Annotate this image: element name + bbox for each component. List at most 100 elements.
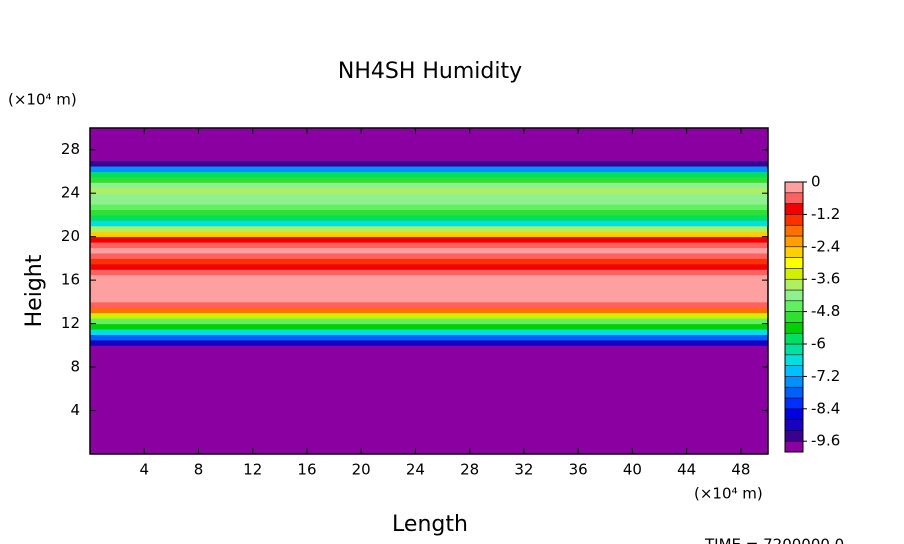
- colorbar-bin: [784, 235, 804, 248]
- heat-band: [90, 209, 768, 216]
- heat-band: [90, 220, 768, 227]
- colorbar-bin: [784, 257, 804, 269]
- colorbar-label: -4.8: [811, 302, 840, 320]
- heat-band: [90, 301, 768, 308]
- heat-band: [90, 214, 768, 221]
- heat-band: [90, 405, 768, 412]
- colorbar-bin: [784, 246, 804, 258]
- y-axis-label: Height: [22, 254, 47, 327]
- heat-band: [90, 274, 768, 281]
- y-tick-label: 24: [61, 184, 80, 202]
- colorbar-bin: [784, 300, 804, 312]
- colorbar-bin: [784, 278, 804, 291]
- heat-band: [90, 236, 768, 243]
- heat-band: [90, 263, 768, 270]
- heat-band: [90, 415, 768, 422]
- heat-band: [90, 443, 768, 450]
- colorbar-bin: [784, 203, 804, 215]
- heat-band: [90, 242, 768, 249]
- heat-band: [90, 182, 768, 189]
- heat-band: [90, 252, 768, 259]
- colorbar-bin: [784, 430, 804, 442]
- heat-band: [90, 285, 768, 292]
- colorbar-bin: [784, 354, 804, 366]
- x-tick-label: 4: [139, 461, 149, 479]
- heat-band: [90, 258, 768, 265]
- colorbar-bin: [784, 322, 804, 334]
- heat-band: [90, 323, 768, 330]
- colorbar-bin: [784, 192, 804, 204]
- colorbar-bin: [784, 408, 804, 420]
- colorbar-bin: [784, 365, 804, 377]
- heat-band: [90, 356, 768, 363]
- x-tick-label: 24: [406, 461, 425, 479]
- heat-band: [90, 448, 768, 455]
- y-tick-label: 28: [61, 140, 80, 158]
- colorbar-bin: [784, 181, 804, 194]
- y-tick-label: 8: [70, 358, 80, 376]
- heat-band: [90, 394, 768, 401]
- heat-band: [90, 329, 768, 335]
- heat-band: [90, 291, 768, 297]
- x-tick-label: 36: [569, 461, 588, 479]
- colorbar-bin: [784, 386, 804, 399]
- heat-band: [90, 377, 768, 384]
- heat-band: [90, 160, 768, 167]
- x-axis-label: Length: [392, 512, 468, 537]
- heat-band: [90, 155, 768, 162]
- x-tick-label: 48: [731, 461, 750, 479]
- colorbar-label: -9.6: [811, 432, 840, 450]
- heat-band: [90, 367, 768, 373]
- x-tick-label: 8: [194, 461, 204, 479]
- x-tick-label: 16: [297, 461, 316, 479]
- colorbar-bin: [784, 311, 804, 323]
- heat-band: [90, 280, 768, 287]
- x-tick-label: 40: [623, 461, 642, 479]
- heat-band: [90, 225, 768, 232]
- heat-band: [90, 388, 768, 395]
- colorbar-label: -8.4: [811, 399, 840, 417]
- heat-band: [90, 383, 768, 390]
- heat-band: [90, 193, 768, 200]
- x-tick-label: 28: [460, 461, 479, 479]
- y-tick-label: 12: [61, 314, 80, 332]
- heat-band: [90, 312, 768, 319]
- heat-band: [90, 410, 768, 417]
- chart-title: NH4SH Humidity: [338, 59, 522, 84]
- heat-band: [90, 334, 768, 341]
- colorbar-bin: [784, 343, 804, 356]
- y-unit: (×10⁴ m): [8, 91, 77, 109]
- heat-band: [90, 138, 768, 145]
- colorbar-bin: [784, 376, 804, 388]
- heat-band: [90, 149, 768, 156]
- colorbar-bin: [784, 224, 804, 237]
- heat-band: [90, 176, 768, 183]
- heat-band: [90, 399, 768, 406]
- heat-band: [90, 345, 768, 352]
- y-tick-label: 16: [61, 271, 80, 289]
- heat-band: [90, 166, 768, 172]
- colorbar-label: 0: [811, 173, 821, 191]
- heat-band: [90, 231, 768, 238]
- colorbar-frame: [784, 181, 804, 453]
- heat-band: [90, 204, 768, 210]
- x-tick-label: 32: [514, 461, 533, 479]
- heat-band: [90, 144, 768, 151]
- heat-band: [90, 307, 768, 314]
- colorbar-label: -2.4: [811, 237, 840, 255]
- heat-band: [90, 269, 768, 276]
- plot-frame: [89, 127, 769, 455]
- heat-band: [90, 350, 768, 357]
- x-tick-label: 12: [243, 461, 262, 479]
- heat-band: [90, 198, 768, 205]
- heat-band: [90, 133, 768, 140]
- time-annotation: TIME = 7200000.0: [704, 536, 844, 544]
- colorbar-label: -6: [811, 335, 826, 353]
- heat-band: [90, 432, 768, 439]
- y-tick-label: 20: [61, 227, 80, 245]
- colorbar-bin: [784, 419, 804, 431]
- x-tick-label: 20: [352, 461, 371, 479]
- x-unit: (×10⁴ m): [694, 485, 763, 503]
